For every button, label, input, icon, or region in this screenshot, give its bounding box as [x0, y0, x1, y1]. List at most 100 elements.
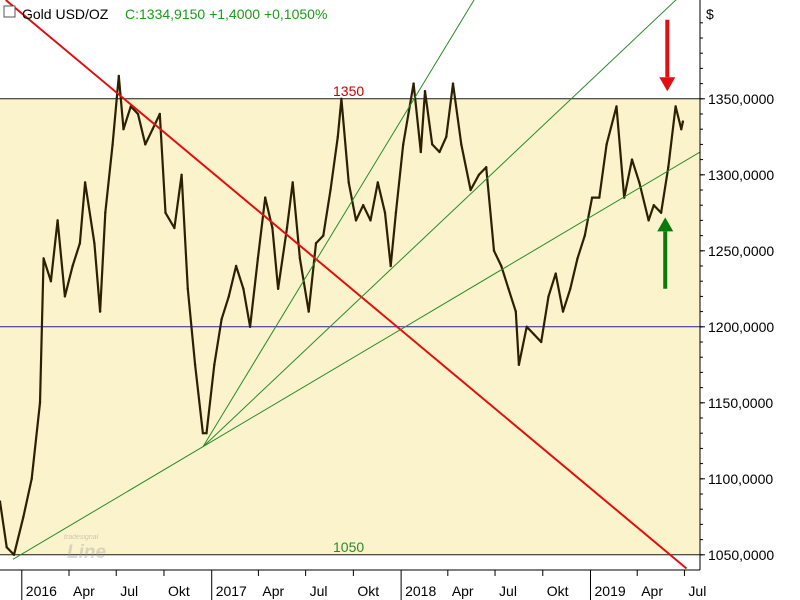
- x-tick-label: 2019: [595, 583, 626, 599]
- price-point-51: [354, 219, 358, 222]
- price-point-28: [193, 363, 197, 366]
- price-point-39: [271, 226, 274, 230]
- price-point-15: [104, 211, 107, 214]
- x-tick-label: Jul: [120, 583, 138, 599]
- price-point-10: [71, 264, 74, 268]
- x-tick-label: Apr: [452, 583, 474, 599]
- price-point-45: [314, 242, 318, 245]
- price-point-89: [630, 158, 634, 161]
- price-point-31: [213, 363, 216, 366]
- price-point-1: [5, 546, 8, 549]
- price-point-92: [652, 204, 655, 207]
- price-point-37: [256, 257, 260, 260]
- price-point-68: [477, 173, 481, 176]
- price-point-21: [144, 143, 147, 146]
- price-point-44: [307, 310, 310, 313]
- price-point-4: [30, 477, 33, 480]
- axes: 1350,0000 1300,0000 1250,0000 1200,0000 1150…: [0, 0, 774, 600]
- price-point-65: [451, 82, 455, 85]
- y-tick-label: 1100,0000: [708, 471, 773, 487]
- x-tick-label: Apr: [641, 583, 663, 599]
- horizontal-line-label-1050: 1050: [333, 539, 364, 555]
- price-point-82: [576, 257, 579, 260]
- price-point-52: [362, 204, 365, 207]
- trendline-1: [12, 151, 700, 560]
- y-tick-label: 1200,0000: [708, 319, 774, 335]
- quote-readout: C:1334,9150 +1,4000 +0,1050%: [125, 6, 327, 22]
- price-point-13: [93, 242, 96, 245]
- price-point-55: [383, 211, 387, 214]
- price-point-12: [83, 181, 87, 184]
- price-point-93: [659, 211, 663, 214]
- price-point-74: [517, 363, 521, 366]
- price-point-61: [423, 90, 427, 93]
- price-point-87: [615, 105, 618, 108]
- x-tick-label: 2017: [216, 583, 247, 599]
- y-tick-label: 1050,0000: [708, 547, 774, 563]
- price-point-83: [583, 234, 586, 237]
- logo-text: Line: [67, 542, 106, 563]
- price-point-17: [117, 74, 121, 78]
- price-point-53: [369, 219, 372, 222]
- price-point-6: [42, 257, 45, 260]
- price-point-78: [547, 295, 550, 298]
- price-point-71: [500, 264, 503, 268]
- x-tick-label: Jul: [310, 583, 328, 599]
- price-point-73: [514, 310, 517, 313]
- arrow-head: [657, 217, 674, 232]
- y-tick-label: 1350,0000: [708, 91, 774, 107]
- price-point-64: [445, 135, 448, 138]
- y-tick-label: 1250,0000: [708, 243, 774, 259]
- price-point-3: [22, 515, 25, 518]
- price-point-29: [201, 432, 205, 435]
- arrow-head: [659, 77, 676, 92]
- price-point-14: [98, 310, 102, 313]
- price-point-97: [681, 120, 685, 123]
- price-point-70: [492, 249, 496, 252]
- price-point-48: [336, 135, 339, 138]
- price-point-24: [164, 211, 167, 214]
- price-point-95: [674, 105, 677, 108]
- price-point-80: [561, 310, 565, 313]
- x-tick-label: Okt: [168, 583, 190, 599]
- price-point-11: [78, 242, 82, 245]
- price-point-27: [186, 287, 189, 290]
- price-point-34: [234, 264, 238, 268]
- price-point-86: [605, 143, 608, 146]
- price-point-8: [56, 219, 59, 222]
- price-point-84: [590, 196, 594, 199]
- price-point-25: [173, 226, 176, 230]
- x-tick-label: 2018: [405, 583, 436, 599]
- price-point-32: [220, 318, 223, 321]
- price-point-66: [460, 143, 463, 146]
- logo-small-text: tradesignal: [64, 534, 99, 541]
- price-point-40: [276, 287, 280, 290]
- symbol-title: Gold USD/OZ: [22, 6, 109, 22]
- price-point-85: [598, 196, 601, 199]
- price-point-59: [412, 82, 415, 85]
- price-point-35: [242, 287, 245, 290]
- price-point-91: [647, 219, 650, 222]
- price-point-38: [264, 196, 267, 199]
- price-point-22: [151, 128, 154, 131]
- trendline-3: [202, 0, 475, 448]
- plot-content: 1350 1050: [0, 0, 700, 570]
- price-point-2: [12, 553, 16, 556]
- collapse-toggle-icon[interactable]: [3, 5, 16, 18]
- price-point-76: [532, 333, 536, 336]
- price-point-72: [507, 287, 510, 290]
- plot-area: 1350 1050: [0, 0, 700, 570]
- price-point-33: [227, 295, 230, 298]
- price-point-7: [49, 280, 53, 283]
- price-point-16: [111, 143, 114, 146]
- price-point-47: [329, 188, 332, 192]
- price-point-63: [438, 150, 441, 154]
- price-point-81: [569, 287, 572, 290]
- x-tick-label: Okt: [357, 583, 379, 599]
- price-point-57: [394, 211, 398, 214]
- price-point-62: [431, 143, 434, 146]
- price-point-67: [469, 188, 472, 192]
- signal-arrow-up: [657, 217, 674, 289]
